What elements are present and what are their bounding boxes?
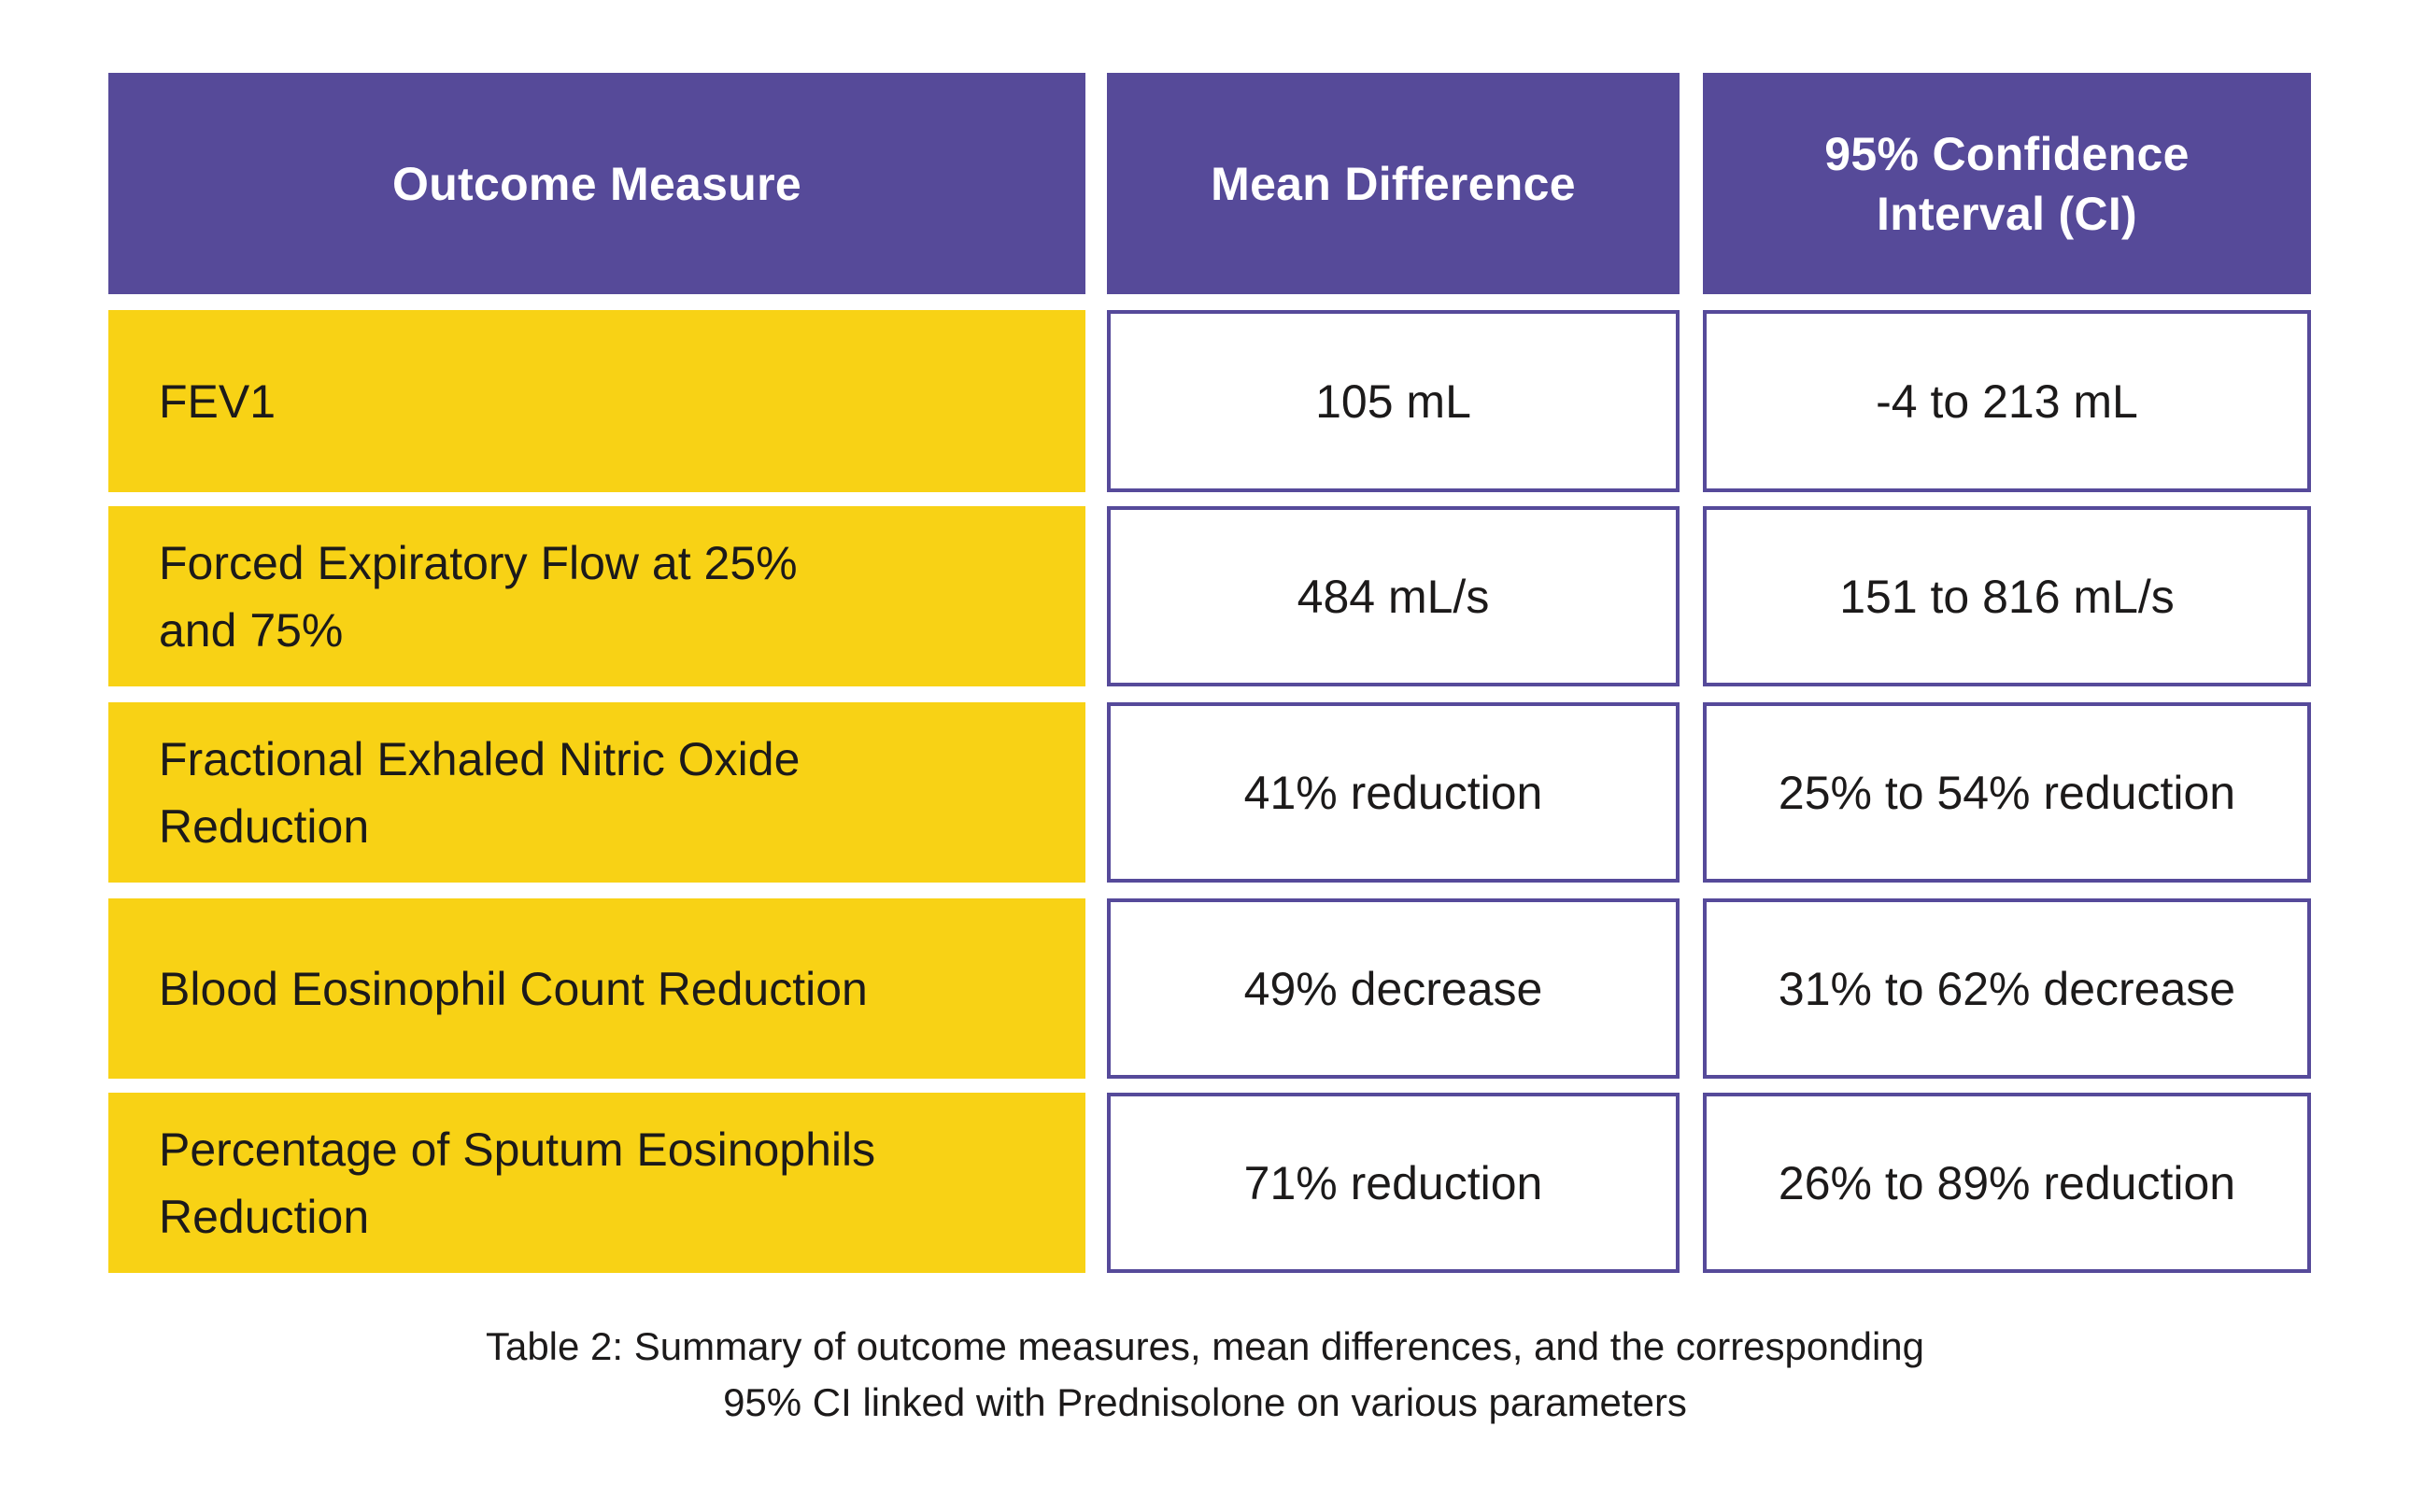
measure-label-line: Fractional Exhaled Nitric Oxide	[159, 732, 801, 785]
mean-value: 41% reduction	[1243, 766, 1543, 819]
header-label-line: Interval (CI)	[1877, 187, 2137, 240]
table-row-ci: 31% to 62% decrease	[1703, 898, 2311, 1079]
mean-value: 49% decrease	[1243, 962, 1543, 1015]
table-row-mean: 105 mL	[1107, 310, 1680, 492]
header-outcome-measure: Outcome Measure	[108, 73, 1085, 294]
measure-label: Blood Eosinophil Count Reduction	[159, 962, 868, 1015]
ci-value: 25% to 54% reduction	[1778, 766, 2236, 819]
measure-label-line: Reduction	[159, 799, 370, 853]
ci-value: -4 to 213 mL	[1876, 374, 2138, 428]
table-row-measure: Forced Expiratory Flow at 25% and 75%	[108, 506, 1085, 686]
table-row-mean: 41% reduction	[1107, 702, 1680, 883]
table-row-measure: Blood Eosinophil Count Reduction	[108, 898, 1085, 1079]
table-row-ci: 26% to 89% reduction	[1703, 1093, 2311, 1273]
mean-value: 71% reduction	[1243, 1156, 1543, 1209]
table-row-ci: -4 to 213 mL	[1703, 310, 2311, 492]
header-confidence-interval: 95% Confidence Interval (CI)	[1703, 73, 2311, 294]
ci-value: 26% to 89% reduction	[1778, 1156, 2236, 1209]
ci-value: 151 to 816 mL/s	[1839, 570, 2175, 623]
mean-value: 105 mL	[1315, 374, 1471, 428]
table-row-ci: 151 to 816 mL/s	[1703, 506, 2311, 686]
measure-label-line: Percentage of Sputum Eosinophils	[159, 1123, 876, 1176]
table-row-measure: FEV1	[108, 310, 1085, 492]
measure-label-line: and 75%	[159, 603, 344, 657]
table-caption: Table 2: Summary of outcome measures, me…	[0, 1319, 2410, 1431]
table-row-mean: 484 mL/s	[1107, 506, 1680, 686]
header-mean-difference: Mean Difference	[1107, 73, 1680, 294]
measure-label-line: Reduction	[159, 1190, 370, 1243]
mean-value: 484 mL/s	[1297, 570, 1490, 623]
table-row-measure: Percentage of Sputum Eosinophils Reducti…	[108, 1093, 1085, 1273]
header-label: Outcome Measure	[392, 157, 801, 210]
header-label-line: 95% Confidence	[1824, 127, 2190, 180]
measure-label-line: Forced Expiratory Flow at 25%	[159, 536, 798, 589]
caption-line: 95% CI linked with Prednisolone on vario…	[723, 1380, 1687, 1424]
ci-value: 31% to 62% decrease	[1778, 962, 2236, 1015]
table-row-mean: 71% reduction	[1107, 1093, 1680, 1273]
table-row-measure: Fractional Exhaled Nitric Oxide Reductio…	[108, 702, 1085, 883]
measure-label: FEV1	[159, 374, 276, 428]
table-row-ci: 25% to 54% reduction	[1703, 702, 2311, 883]
header-label: Mean Difference	[1211, 157, 1576, 210]
table-row-mean: 49% decrease	[1107, 898, 1680, 1079]
caption-line: Table 2: Summary of outcome measures, me…	[485, 1324, 1925, 1368]
